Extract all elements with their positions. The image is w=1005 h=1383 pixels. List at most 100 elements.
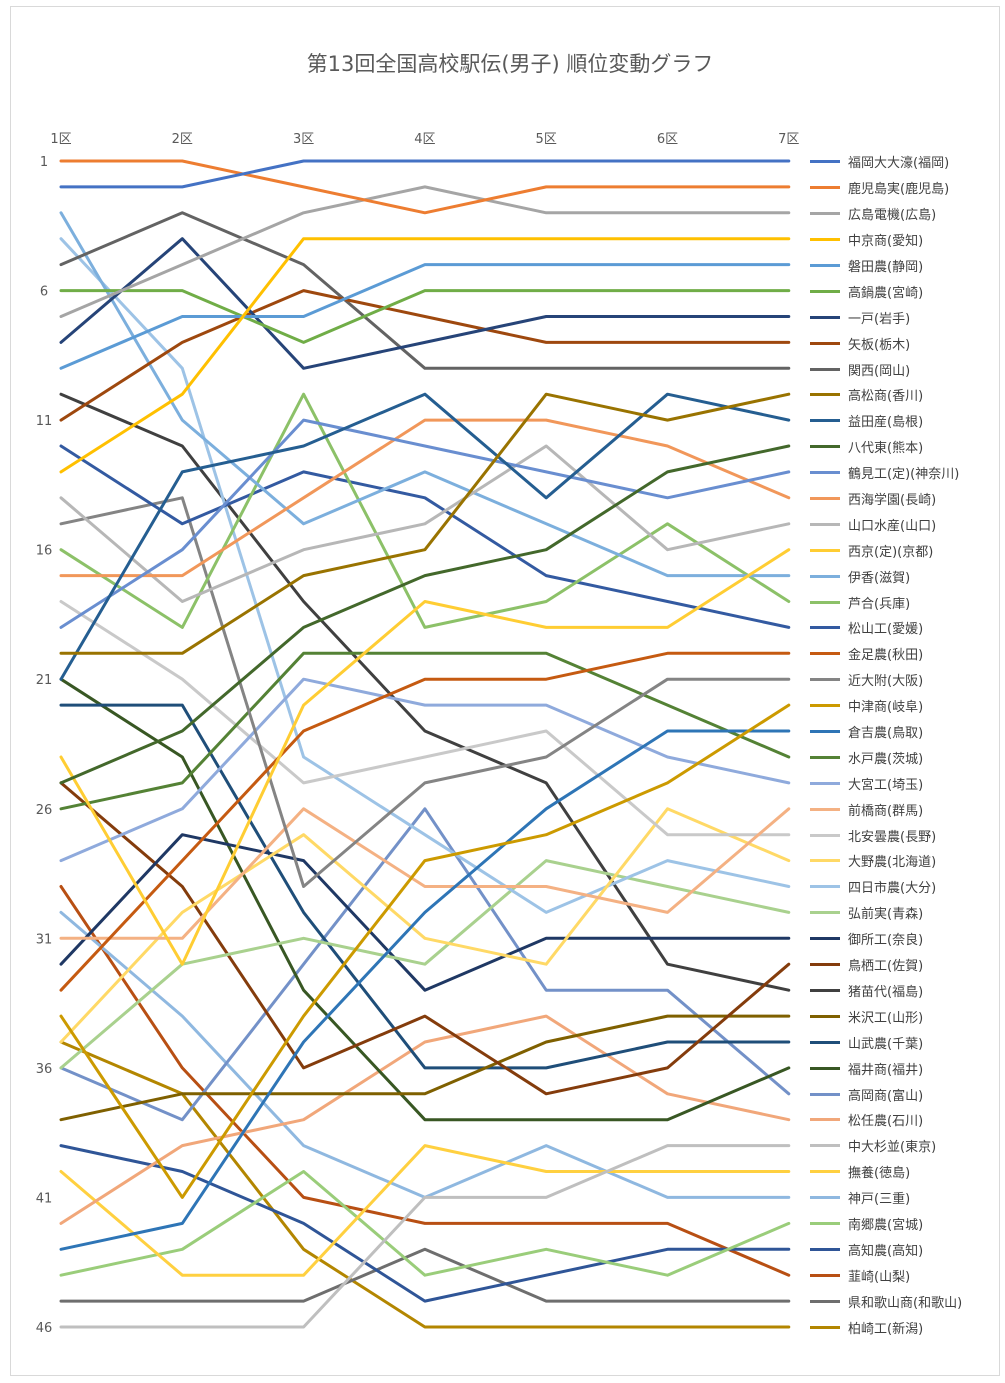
series-line: [59, 833, 791, 992]
legend-swatch: [810, 1118, 840, 1122]
legend-label: 福岡大大濠(福岡): [848, 156, 950, 172]
legend-label: 高鍋農(宮崎): [848, 285, 924, 301]
series-line: [59, 1144, 791, 1303]
legend-swatch: [810, 212, 840, 216]
x-tick-label: 1区: [50, 132, 71, 147]
legend-swatch: [810, 781, 840, 785]
y-tick-label: 26: [36, 803, 53, 818]
legend-swatch: [810, 238, 840, 242]
series-line: [59, 807, 791, 940]
legend-swatch: [810, 988, 840, 992]
x-tick-label: 2区: [172, 132, 193, 147]
series-line: [59, 289, 791, 422]
legend-label: 猪苗代(福島): [848, 984, 924, 1000]
series-line: [59, 159, 791, 215]
series-line: [59, 1247, 791, 1303]
x-tick-label: 7区: [778, 132, 799, 147]
legend-swatch: [810, 1144, 840, 1148]
legend-swatch: [810, 1299, 840, 1303]
legend-label: 鶴見工(定)(神奈川): [848, 467, 960, 483]
legend-swatch: [810, 548, 840, 552]
legend-item: 大野農(北海道): [810, 848, 1005, 874]
series-line: [59, 703, 791, 1070]
legend-item: 伊香(滋賀): [810, 563, 1005, 589]
legend-label: 金足農(秋田): [848, 648, 924, 664]
legend-item: 松任農(石川): [810, 1107, 1005, 1133]
legend-item: 高鍋農(宮崎): [810, 278, 1005, 304]
legend-item: 金足農(秋田): [810, 641, 1005, 667]
legend-item: 鳥栖工(佐賀): [810, 952, 1005, 978]
y-tick-label: 36: [36, 1062, 53, 1077]
legend-label: 八代東(熊本): [848, 441, 924, 457]
series-line: [59, 1014, 791, 1122]
legend-item: 県和歌山商(和歌山): [810, 1288, 1005, 1314]
legend-label: 中大杉並(東京): [848, 1140, 937, 1156]
legend-item: 高岡商(富山): [810, 1081, 1005, 1107]
legend-item: 大宮工(埼玉): [810, 770, 1005, 796]
series-line: [59, 807, 791, 1044]
series-line: [59, 418, 791, 629]
y-tick-label: 11: [36, 414, 53, 429]
legend-item: 水戸農(茨城): [810, 744, 1005, 770]
legend-label: 柏崎工(新潟): [848, 1321, 924, 1337]
series-line: [59, 1144, 791, 1277]
y-tick-label: 31: [36, 932, 53, 947]
series-line: [59, 444, 791, 603]
series-line: [59, 237, 791, 474]
legend-label: 鳥栖工(佐賀): [848, 959, 924, 975]
legend-item: 北安曇農(長野): [810, 822, 1005, 848]
series-line: [59, 496, 791, 888]
legend-item: 中津商(岐阜): [810, 693, 1005, 719]
legend-label: 御所工(奈良): [848, 933, 924, 949]
legend-item: 関西(岡山): [810, 356, 1005, 382]
legend-swatch: [810, 885, 840, 889]
legend-label: 山口水産(山口): [848, 518, 937, 534]
series-line: [59, 703, 791, 1199]
y-tick-label: 21: [36, 673, 53, 688]
legend-label: 西京(定)(京都): [848, 544, 934, 560]
series-line: [59, 807, 791, 1122]
series-line: [59, 781, 791, 1096]
legend-swatch: [810, 1092, 840, 1096]
y-tick-label: 16: [36, 544, 53, 559]
legend-swatch: [810, 859, 840, 863]
y-tick-label: 46: [36, 1321, 53, 1336]
legend-label: 近大附(大阪): [848, 674, 924, 690]
legend-label: 高知農(高知): [848, 1243, 924, 1259]
legend-item: 中大杉並(東京): [810, 1133, 1005, 1159]
legend-swatch: [810, 626, 840, 630]
legend-label: 大宮工(埼玉): [848, 777, 924, 793]
legend-label: 韮崎(山梨): [848, 1269, 911, 1285]
legend-swatch: [810, 264, 840, 267]
legend-item: 近大附(大阪): [810, 667, 1005, 693]
series-line: [59, 159, 791, 189]
series-line: [59, 1144, 791, 1329]
series-line: [59, 237, 791, 914]
legend-item: 韮崎(山梨): [810, 1262, 1005, 1288]
series-line: [59, 548, 791, 966]
legend-item: 広島電機(広島): [810, 201, 1005, 227]
legend-label: 南郷農(宮城): [848, 1217, 924, 1233]
legend-swatch: [810, 600, 840, 604]
legend-item: 前橋商(群馬): [810, 796, 1005, 822]
legend-swatch: [810, 186, 840, 190]
legend-swatch: [810, 937, 840, 941]
legend-label: 県和歌山商(和歌山): [848, 1295, 963, 1311]
legend-swatch: [810, 755, 840, 759]
legend-item: 猪苗代(福島): [810, 978, 1005, 1004]
series-line: [59, 444, 791, 629]
series-line: [59, 211, 791, 578]
legend-label: 前橋商(群馬): [848, 803, 924, 819]
legend-label: 中京商(愛知): [848, 234, 924, 250]
legend-swatch: [810, 1170, 840, 1174]
legend-swatch: [810, 471, 840, 475]
legend-label: 一戸(岩手): [848, 311, 911, 327]
y-tick-label: 41: [36, 1191, 53, 1206]
legend-label: 北安曇農(長野): [848, 829, 937, 845]
legend-item: 矢板(栃木): [810, 330, 1005, 356]
legend-item: 御所工(奈良): [810, 926, 1005, 952]
legend-swatch: [810, 730, 840, 734]
series-line: [59, 444, 791, 785]
legend-swatch: [810, 1040, 840, 1044]
